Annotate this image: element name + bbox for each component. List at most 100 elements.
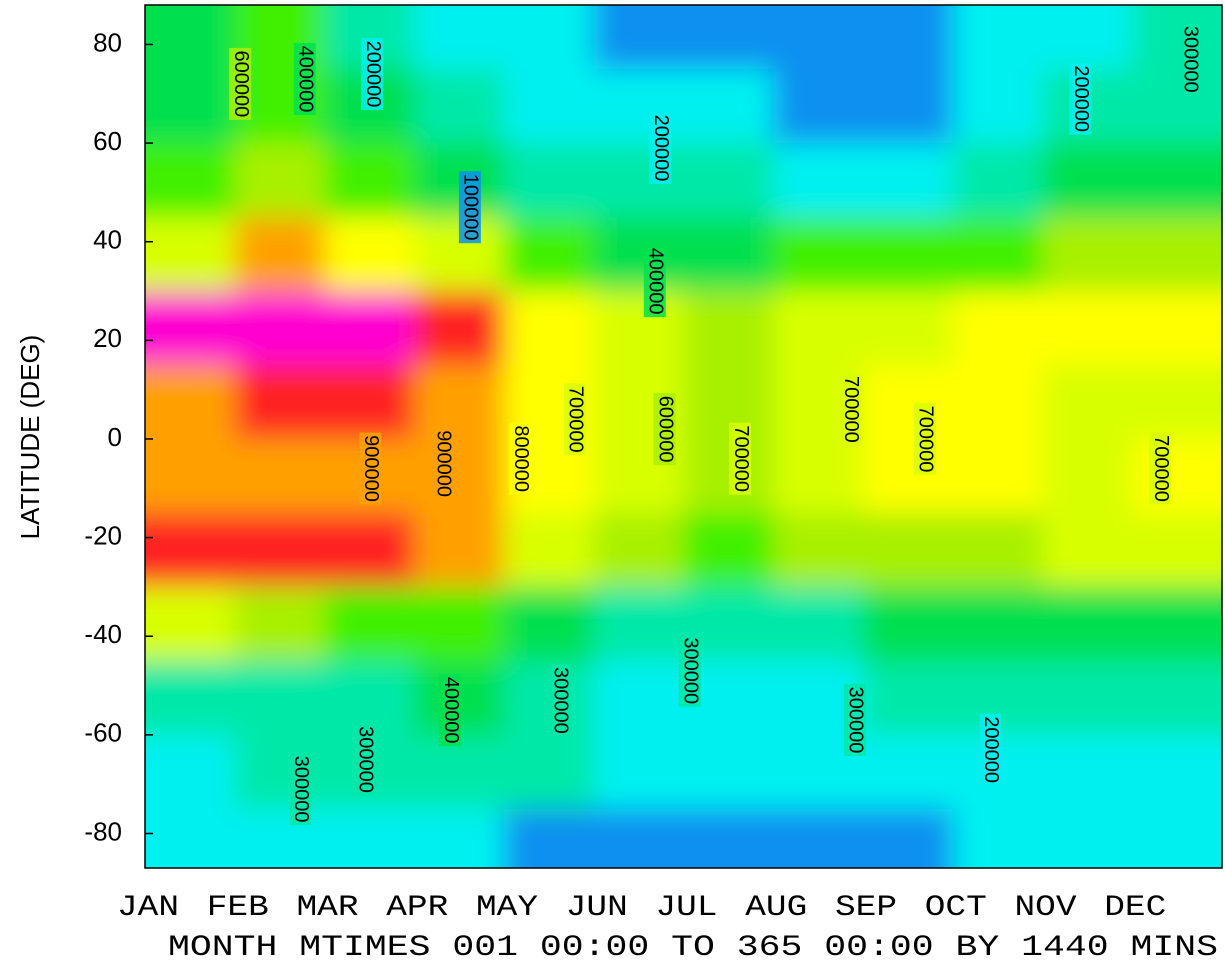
contour-label-text: 300000 [845,687,867,754]
field-cell [504,5,595,70]
field-cell [234,512,325,588]
field-cell [593,5,684,70]
field-cell [234,438,325,514]
field-cell [952,438,1043,514]
contour-label-text: 200000 [1070,65,1092,132]
field-cell [324,291,415,366]
contour-label-bg [289,753,312,826]
field-cell [952,5,1043,70]
contour-label: 700000 [729,422,752,495]
field-cell [1132,5,1222,70]
contour-label-text: 800000 [510,425,532,492]
field-cell [414,512,505,588]
contour-label-text: 700000 [565,386,587,453]
contour-label-bg [643,245,666,318]
field-cell [863,364,954,440]
field-cell [1132,808,1222,868]
field-cell [324,660,415,736]
contour-label-text: 600000 [654,396,676,463]
contour-label-bg [649,112,672,185]
field-cell [863,586,954,662]
field-cell [593,734,684,810]
field-cell [593,586,684,662]
field-cell [1042,586,1133,662]
field-cell [504,586,595,662]
field-cell [773,69,864,144]
field-cell [773,291,864,366]
contour-label-text: 300000 [290,756,312,823]
field-cell [414,364,505,440]
contour-label: 700000 [913,402,937,475]
field-cell [414,734,505,810]
field-cell [952,586,1043,662]
field-cell [324,364,415,440]
field-cell [145,808,236,868]
contour-label-bg [678,634,701,707]
x-tick-label: APR [386,891,448,925]
contour-label-bg [229,47,252,120]
contour-label-text: 200000 [650,115,672,182]
field-cell [773,438,864,514]
field-cell [1042,5,1133,70]
contour-label-bg [839,373,862,446]
contour-label-text: 200000 [980,716,1002,783]
y-tick-label: -80 [84,816,122,846]
contour-label: 200000 [649,112,672,185]
contour-label-bg [1178,23,1201,96]
y-tick-label: 40 [93,225,122,255]
contour-label-bg [563,383,586,456]
field-cell [952,364,1043,440]
x-tick-label: OCT [925,891,987,925]
field-cell [863,69,954,144]
field-cell [863,734,954,810]
contour-label: 200000 [361,38,384,111]
field-cell [773,586,864,662]
field-cell [683,69,774,144]
field-cell [683,438,774,514]
contour-label-bg [509,422,532,495]
contour-label-text: 300000 [680,637,702,704]
field-cell [683,217,774,292]
contour-label: 800000 [509,422,532,495]
field-cell [952,217,1043,292]
field-cell [952,69,1043,144]
contour-label-text: 200000 [362,41,384,108]
field-cell [504,69,595,144]
field-cell [593,512,684,588]
contour-label-bg [293,42,316,115]
field-cell [414,5,505,70]
field-cell [504,217,595,292]
field-cell [145,143,236,218]
field-cell [504,808,595,868]
field-cell [1042,734,1133,810]
field-cell [683,5,774,70]
contour-label: 300000 [843,684,867,757]
contour-label-bg [913,402,936,475]
x-axis-label: MONTH MTIMES 001 00:00 TO 365 00:00 BY 1… [168,931,1218,965]
contour-label: 100000 [458,171,482,244]
field-cell [504,512,595,588]
field-cell [683,291,774,366]
field-cell [234,364,325,440]
contour-label: 300000 [353,723,377,796]
cells [145,5,1222,868]
field-cell [1042,291,1133,366]
field-cell [1042,808,1133,868]
contour-label-bg [458,171,481,244]
field-cell [1132,586,1222,662]
contour-label-bg [1069,62,1092,135]
field-cell [952,512,1043,588]
field-cell [863,291,954,366]
field-cell [773,5,864,70]
contour-label-text: 700000 [915,406,937,473]
x-tick-label: JUN [566,891,628,925]
field-cell [1132,143,1222,218]
contour-labels: 600000 400000 200000 100000 200000 400000 6000… [229,23,1201,826]
field-cell [952,808,1043,868]
y-axis-label: LATITUDE (DEG) [15,335,45,540]
field-cell [234,291,325,366]
field-cell [324,143,415,218]
field-cell [1132,69,1222,144]
field-cell [593,291,684,366]
field-cell [145,364,236,440]
